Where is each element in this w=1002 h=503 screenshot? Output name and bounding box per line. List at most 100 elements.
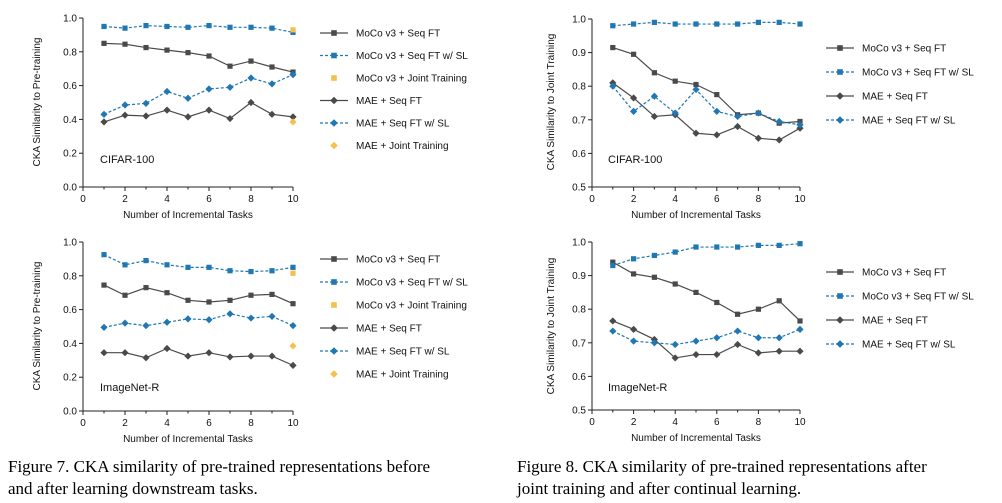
y-tick-label: 0.0 <box>63 183 77 194</box>
y-tick-label: 0.9 <box>572 271 586 282</box>
x-axis-label: Number of Incremental Tasks <box>631 210 761 221</box>
legend-marker <box>330 96 338 105</box>
data-point <box>185 24 191 30</box>
legend-label: MAE + Seq FT w/ SL <box>862 340 956 351</box>
data-point <box>205 106 213 114</box>
data-point <box>735 21 741 27</box>
data-point <box>142 354 150 362</box>
legend-marker <box>836 316 844 324</box>
data-point <box>100 323 108 331</box>
data-point <box>184 94 192 102</box>
series-1 <box>101 23 296 35</box>
series-line <box>104 347 294 366</box>
y-tick-label: 0.6 <box>572 149 586 160</box>
y-tick-label: 0.4 <box>63 339 77 350</box>
legend-marker <box>331 279 337 285</box>
data-point <box>692 350 700 359</box>
x-tick-label: 8 <box>248 194 254 205</box>
x-tick-label: 4 <box>164 418 170 429</box>
data-point <box>610 44 616 51</box>
data-point <box>122 292 128 298</box>
panel-cifar-pretraining: 0 2 4 6 8 10 0.0 0.2 0.4 0.6 0.8 1.0 Number of Incre… <box>0 0 500 222</box>
series-5 <box>289 342 297 350</box>
y-tick-label: 1.0 <box>572 15 586 26</box>
legend-marker <box>331 52 337 59</box>
legend-label: MoCo v3 + Seq FT <box>356 29 440 40</box>
data-point <box>164 47 170 53</box>
legend-marker <box>330 324 338 332</box>
figure-8-caption-line-2: joint training and after continual learn… <box>517 479 802 498</box>
data-point <box>122 41 128 47</box>
data-point <box>609 327 617 335</box>
legend-label: MAE + Seq FT <box>862 316 928 327</box>
chart-cifar-pretraining: 0 2 4 6 8 10 0.0 0.2 0.4 0.6 0.8 1.0 Number of Incre… <box>32 14 468 222</box>
x-tick-label: 2 <box>122 418 128 429</box>
data-point <box>226 83 234 91</box>
data-point <box>185 297 191 303</box>
data-point <box>143 285 149 291</box>
series-line <box>612 261 801 322</box>
x-tick-label: 0 <box>80 418 86 429</box>
x-tick-label: 2 <box>631 194 637 205</box>
data-point <box>650 92 658 100</box>
data-point <box>164 262 170 268</box>
data-point <box>247 352 255 360</box>
legend-label: MAE + Seq FT <box>356 324 422 335</box>
data-point <box>227 24 233 30</box>
series-line <box>103 74 294 115</box>
data-point <box>184 315 192 323</box>
y-tick-label: 1.0 <box>63 14 77 25</box>
legend-marker <box>837 293 843 299</box>
data-point <box>163 106 171 114</box>
data-point <box>735 311 741 317</box>
panel-imagenet-joint: 0 2 4 6 8 10 0.5 0.6 0.7 0.8 0.9 1.0 Number of Incre… <box>510 224 1002 450</box>
data-point <box>269 268 275 274</box>
panel-imagenet-pretraining: 0 2 4 6 8 10 0.0 0.2 0.4 0.6 0.8 1.0 Number of Incre… <box>0 224 500 450</box>
data-point <box>268 110 276 118</box>
x-tick-label: 8 <box>756 417 762 428</box>
y-tick-label: 0.2 <box>63 373 77 384</box>
data-point <box>227 268 233 274</box>
data-point <box>714 244 720 250</box>
data-point <box>206 299 212 305</box>
data-point <box>754 334 762 342</box>
data-point <box>651 252 657 259</box>
y-tick-label: 1.0 <box>63 238 77 249</box>
series-3 <box>100 98 297 126</box>
y-axis-label: CKA Similarity to Pre-training <box>32 38 43 167</box>
data-point <box>289 71 297 79</box>
data-point <box>714 299 720 306</box>
y-tick-label: 0.6 <box>63 81 77 92</box>
data-point <box>143 23 149 29</box>
data-point <box>734 340 742 349</box>
data-point <box>630 337 638 345</box>
y-tick-label: 0.6 <box>63 305 77 316</box>
x-tick-label: 6 <box>714 194 720 205</box>
data-point <box>775 136 783 144</box>
series-3 <box>609 325 804 349</box>
data-point <box>672 21 678 27</box>
series-line <box>612 243 801 267</box>
data-point <box>185 50 191 56</box>
data-point <box>290 270 296 276</box>
figure-7-caption-line-2: and after learning downstream tasks. <box>8 479 258 498</box>
data-point <box>290 264 296 270</box>
data-point <box>268 352 276 360</box>
dataset-label: CIFAR-100 <box>608 154 662 166</box>
data-point <box>735 244 741 250</box>
y-tick-label: 0.4 <box>63 115 77 126</box>
legend-label: MoCo v3 + Seq FT w/ SL <box>862 292 974 303</box>
data-point <box>143 44 149 51</box>
data-point <box>121 111 129 119</box>
data-point <box>631 256 637 262</box>
y-tick-label: 0.9 <box>572 48 586 59</box>
data-point <box>775 334 783 342</box>
y-tick-label: 0.8 <box>572 82 586 93</box>
data-point <box>776 298 782 304</box>
legend-label: MAE + Seq FT <box>862 92 928 103</box>
x-tick-label: 10 <box>794 194 806 205</box>
legend-marker <box>330 119 338 127</box>
data-point <box>163 87 171 96</box>
data-point <box>651 274 657 280</box>
data-point <box>100 118 108 126</box>
